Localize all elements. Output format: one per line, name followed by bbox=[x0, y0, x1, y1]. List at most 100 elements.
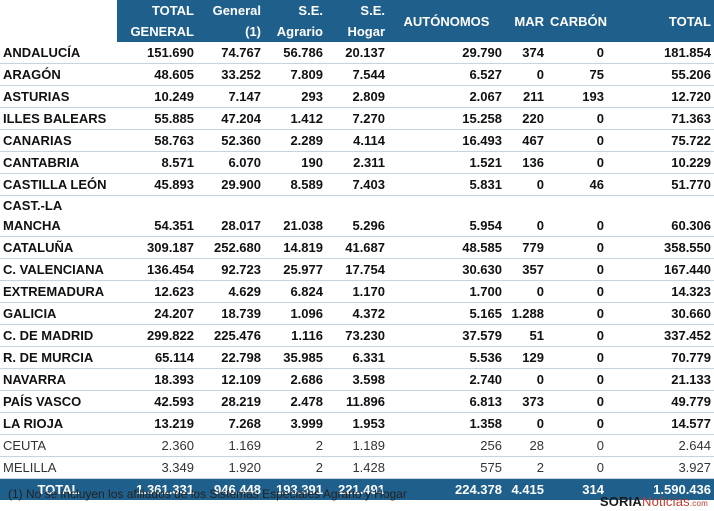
se-agrario-cell: 35.985 bbox=[264, 346, 326, 369]
se-hogar-cell: 4.372 bbox=[326, 302, 388, 325]
mar-cell: 0 bbox=[505, 195, 547, 237]
se-hogar-cell: 7.403 bbox=[326, 173, 388, 196]
total-cell: 21.133 bbox=[607, 368, 714, 391]
carbon-cell: 46 bbox=[547, 173, 607, 196]
total-cell: 358.550 bbox=[607, 236, 714, 259]
header-blank-cell bbox=[0, 0, 117, 42]
total-cell: 51.770 bbox=[607, 173, 714, 196]
table-row: CAST.-LA MANCHA 54.351 28.017 21.038 5.296 5.… bbox=[0, 195, 714, 237]
total-general-cell: 54.351 bbox=[117, 195, 197, 237]
se-agrario-cell: 1.096 bbox=[264, 302, 326, 325]
carbon-cell: 0 bbox=[547, 346, 607, 369]
region-cell: PAÍS VASCO bbox=[0, 390, 117, 413]
carbon-cell: 0 bbox=[547, 236, 607, 259]
total-general-cell: 151.690 bbox=[117, 42, 197, 64]
table-row: C. VALENCIANA 136.454 92.723 25.977 17.754 30… bbox=[0, 258, 714, 281]
region-cell: GALICIA bbox=[0, 302, 117, 325]
se-hogar-cell: 17.754 bbox=[326, 258, 388, 281]
se-hogar-cell: 5.296 bbox=[326, 195, 388, 237]
general-cell: 6.070 bbox=[197, 151, 264, 174]
general-cell: 47.204 bbox=[197, 107, 264, 130]
totals-se-agrario: 193.391 bbox=[264, 478, 326, 500]
autonomos-cell: 37.579 bbox=[388, 324, 505, 347]
se-agrario-cell: 56.786 bbox=[264, 42, 326, 64]
region-cell: EXTREMADURA bbox=[0, 280, 117, 303]
autonomos-cell: 48.585 bbox=[388, 236, 505, 259]
region-cell: ASTURIAS bbox=[0, 85, 117, 108]
general-cell: 225.476 bbox=[197, 324, 264, 347]
affiliates-table: TOTAL GENERAL General (1) S.E. Agrario S.E.… bbox=[0, 0, 714, 500]
autonomos-cell: 5.831 bbox=[388, 173, 505, 196]
general-cell: 252.680 bbox=[197, 236, 264, 259]
se-hogar-cell: 20.137 bbox=[326, 42, 388, 64]
total-general-cell: 10.249 bbox=[117, 85, 197, 108]
autonomos-cell: 6.527 bbox=[388, 63, 505, 86]
carbon-cell: 0 bbox=[547, 434, 607, 457]
header-total-general: TOTAL GENERAL bbox=[117, 0, 197, 42]
total-cell: 14.577 bbox=[607, 412, 714, 435]
general-cell: 7.268 bbox=[197, 412, 264, 435]
region-cell: C. VALENCIANA bbox=[0, 258, 117, 281]
se-hogar-cell: 6.331 bbox=[326, 346, 388, 369]
region-cell: ARAGÓN bbox=[0, 63, 117, 86]
general-cell: 22.798 bbox=[197, 346, 264, 369]
region-cell: ANDALUCÍA bbox=[0, 42, 117, 64]
region-cell: CANTABRIA bbox=[0, 151, 117, 174]
table-row: PAÍS VASCO 42.593 28.219 2.478 11.896 6.813 37… bbox=[0, 390, 714, 413]
carbon-cell: 0 bbox=[547, 195, 607, 237]
table-row: ARAGÓN 48.605 33.252 7.809 7.544 6.527 0 75 55.2… bbox=[0, 63, 714, 86]
mar-cell: 373 bbox=[505, 390, 547, 413]
se-agrario-cell: 190 bbox=[264, 151, 326, 174]
mar-cell: 0 bbox=[505, 63, 547, 86]
autonomos-cell: 5.536 bbox=[388, 346, 505, 369]
se-hogar-cell: 1.189 bbox=[326, 434, 388, 457]
total-general-cell: 2.360 bbox=[117, 434, 197, 457]
se-hogar-cell: 73.230 bbox=[326, 324, 388, 347]
region-cell: CEUTA bbox=[0, 434, 117, 457]
table-footer: TOTAL 1.361.331 946.448 193.391 221.491 … bbox=[0, 478, 714, 500]
carbon-cell: 0 bbox=[547, 390, 607, 413]
autonomos-cell: 15.258 bbox=[388, 107, 505, 130]
carbon-cell: 0 bbox=[547, 280, 607, 303]
totals-total: 1.590.436 bbox=[607, 478, 714, 500]
table-row: ASTURIAS 10.249 7.147 293 2.809 2.067 211 193 12… bbox=[0, 85, 714, 108]
total-general-cell: 55.885 bbox=[117, 107, 197, 130]
table-header: TOTAL GENERAL General (1) S.E. Agrario S.E.… bbox=[0, 0, 714, 42]
se-agrario-cell: 3.999 bbox=[264, 412, 326, 435]
mar-cell: 2 bbox=[505, 456, 547, 479]
se-hogar-cell: 11.896 bbox=[326, 390, 388, 413]
general-cell: 29.900 bbox=[197, 173, 264, 196]
mar-cell: 51 bbox=[505, 324, 547, 347]
se-agrario-cell: 14.819 bbox=[264, 236, 326, 259]
total-general-cell: 58.763 bbox=[117, 129, 197, 152]
table-row: ILLES BALEARS 55.885 47.204 1.412 7.270 15.25… bbox=[0, 107, 714, 130]
autonomos-cell: 575 bbox=[388, 456, 505, 479]
general-cell: 28.017 bbox=[197, 195, 264, 237]
se-agrario-cell: 2.686 bbox=[264, 368, 326, 391]
totals-carbon: 314 bbox=[547, 478, 607, 500]
se-agrario-cell: 1.116 bbox=[264, 324, 326, 347]
carbon-cell: 0 bbox=[547, 456, 607, 479]
se-agrario-cell: 2 bbox=[264, 456, 326, 479]
se-agrario-cell: 25.977 bbox=[264, 258, 326, 281]
carbon-cell: 0 bbox=[547, 151, 607, 174]
carbon-cell: 0 bbox=[547, 107, 607, 130]
footnote: (1) No se incluyen los afiliados de los … bbox=[8, 487, 407, 501]
autonomos-cell: 1.358 bbox=[388, 412, 505, 435]
table-row: CANARIAS 58.763 52.360 2.289 4.114 16.493 467 0… bbox=[0, 129, 714, 152]
header-carbon: CARBÓN bbox=[547, 0, 607, 42]
totals-general: 946.448 bbox=[197, 478, 264, 500]
se-agrario-cell: 293 bbox=[264, 85, 326, 108]
general-cell: 1.920 bbox=[197, 456, 264, 479]
table-body: ANDALUCÍA 151.690 74.767 56.786 20.137 29.790… bbox=[0, 42, 714, 479]
mar-cell: 0 bbox=[505, 173, 547, 196]
total-general-cell: 18.393 bbox=[117, 368, 197, 391]
autonomos-cell: 5.165 bbox=[388, 302, 505, 325]
table-row: CATALUÑA 309.187 252.680 14.819 41.687 48.585… bbox=[0, 236, 714, 259]
mar-cell: 0 bbox=[505, 368, 547, 391]
general-cell: 52.360 bbox=[197, 129, 264, 152]
general-cell: 18.739 bbox=[197, 302, 264, 325]
autonomos-cell: 16.493 bbox=[388, 129, 505, 152]
total-cell: 12.720 bbox=[607, 85, 714, 108]
autonomos-cell: 2.740 bbox=[388, 368, 505, 391]
